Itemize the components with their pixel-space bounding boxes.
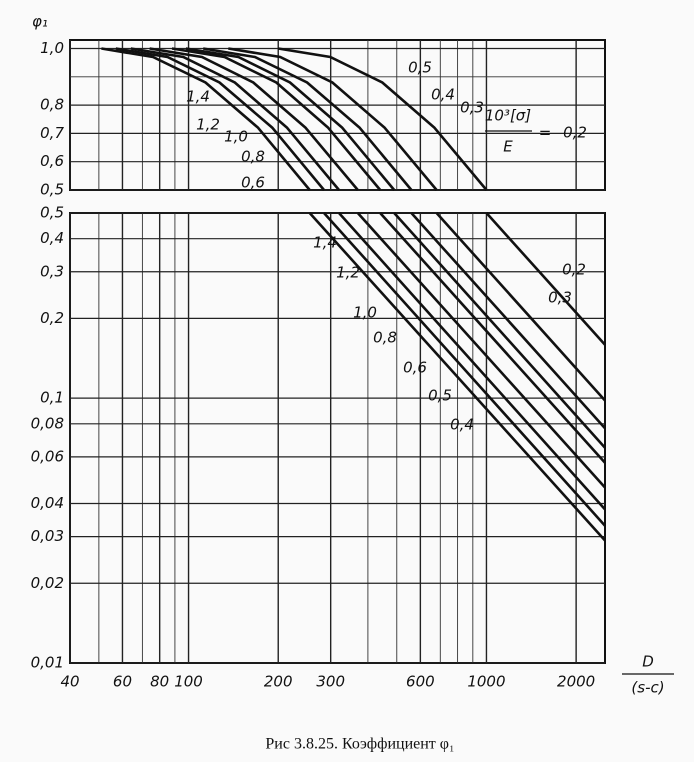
series-label: 0,8 xyxy=(373,329,397,347)
x-tick-label: 1000 xyxy=(467,673,505,691)
series-label: 0,4 xyxy=(431,86,455,104)
y-tick-label: 0,7 xyxy=(40,124,64,142)
x-tick-label: 300 xyxy=(316,673,345,691)
legend-title: = xyxy=(539,124,552,142)
y-tick-label: 0,03 xyxy=(31,527,64,545)
legend-title: 10³[σ] xyxy=(485,107,531,125)
series-label: 0,2 xyxy=(563,124,587,142)
legend-title: E xyxy=(503,138,513,156)
curve xyxy=(356,212,606,489)
curve xyxy=(435,212,606,402)
curve xyxy=(323,212,606,527)
caption: Рис 3.8.25. Коэффициент φ₁ xyxy=(265,736,454,753)
x-tick-label: 60 xyxy=(113,673,132,691)
series-label: 1,2 xyxy=(336,264,360,282)
y-tick-label: 1,0 xyxy=(40,39,64,57)
x-tick-label: 100 xyxy=(174,673,203,691)
curve xyxy=(338,212,606,511)
series-label: 0,6 xyxy=(403,359,427,377)
x-tick-label: 40 xyxy=(60,673,79,691)
series-label: 1,4 xyxy=(313,234,337,252)
curve xyxy=(149,47,359,191)
x-axis-label: D xyxy=(642,653,654,671)
series-label: 1,4 xyxy=(186,88,210,106)
y-tick-label: 0,08 xyxy=(31,414,64,432)
y-tick-label: 0,3 xyxy=(40,262,64,280)
series-label: 0,6 xyxy=(241,174,265,192)
series-label: 0,5 xyxy=(408,59,432,77)
y-tick-label: 0,1 xyxy=(40,389,64,407)
curve xyxy=(171,47,382,191)
y-axis-label: φ₁ xyxy=(32,13,48,31)
series-label: 0,2 xyxy=(562,261,586,279)
x-tick-label: 600 xyxy=(406,673,435,691)
series-label: 1,0 xyxy=(353,304,377,322)
curve xyxy=(202,47,413,191)
curve xyxy=(379,212,606,464)
curve xyxy=(115,47,326,191)
y-tick-label: 0,5 xyxy=(40,181,64,199)
series-label: 1,0 xyxy=(224,128,248,146)
curve xyxy=(130,47,340,191)
curve xyxy=(228,47,438,191)
curve xyxy=(308,212,606,542)
curve xyxy=(393,212,606,449)
series-label: 0,4 xyxy=(450,416,474,434)
x-tick-label: 80 xyxy=(150,673,169,691)
y-tick-label: 0,04 xyxy=(31,494,64,512)
curve xyxy=(410,212,606,430)
y-tick-label: 0,01 xyxy=(31,654,64,672)
y-tick-label: 0,6 xyxy=(40,152,64,170)
y-tick-label: 0,4 xyxy=(40,229,64,247)
series-label: 0,3 xyxy=(460,99,484,117)
y-tick-label: 0,8 xyxy=(40,96,64,114)
series-label: 1,2 xyxy=(196,116,220,134)
y-tick-label: 0,5 xyxy=(40,204,64,222)
series-label: 0,5 xyxy=(428,387,452,405)
x-tick-label: 2000 xyxy=(557,673,595,691)
series-label: 0,8 xyxy=(241,148,265,166)
curve xyxy=(277,47,488,191)
y-tick-label: 0,02 xyxy=(31,574,64,592)
x-axis-label: (s-c) xyxy=(631,679,664,697)
y-tick-label: 0,2 xyxy=(40,309,64,327)
y-tick-label: 0,06 xyxy=(31,447,64,465)
curve xyxy=(185,47,396,191)
curve xyxy=(101,47,311,191)
curve xyxy=(485,212,606,346)
x-tick-label: 200 xyxy=(264,673,293,691)
